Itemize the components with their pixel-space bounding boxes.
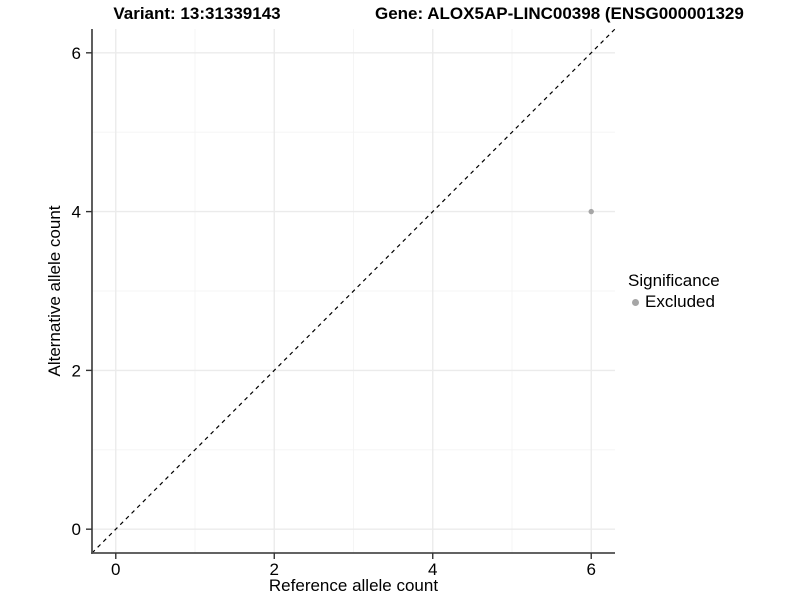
data-point xyxy=(588,208,594,215)
y-tick-label: 4 xyxy=(72,203,81,222)
x-tick-label: 0 xyxy=(111,560,120,579)
identity-line xyxy=(91,28,616,554)
y-tick-label: 6 xyxy=(72,44,81,63)
x-tick-label: 6 xyxy=(586,560,595,579)
tick-marks xyxy=(86,52,592,559)
gridlines-minor xyxy=(92,29,615,553)
gridlines-major xyxy=(92,29,615,553)
tick-labels: 0 2 4 6 0 2 4 6 xyxy=(72,44,596,579)
legend: Significance Excluded xyxy=(628,271,720,312)
y-tick-label: 0 xyxy=(72,520,81,539)
axis-lines xyxy=(91,29,615,554)
legend-title: Significance xyxy=(628,271,720,290)
legend-item-excluded: Excluded xyxy=(628,292,720,312)
y-tick-label: 2 xyxy=(72,361,81,380)
data-points xyxy=(588,208,594,215)
gene-title: Gene: ALOX5AP-LINC00398 (ENSG000001329 xyxy=(375,4,744,23)
x-tick-label: 4 xyxy=(428,560,437,579)
variant-title: Variant: 13:31339143 xyxy=(113,4,281,23)
x-tick-label: 2 xyxy=(270,560,279,579)
x-axis-title: Reference allele count xyxy=(268,576,439,595)
legend-point-icon xyxy=(632,298,639,306)
identity-reference-line xyxy=(91,28,616,554)
legend-item-label: Excluded xyxy=(645,292,715,311)
